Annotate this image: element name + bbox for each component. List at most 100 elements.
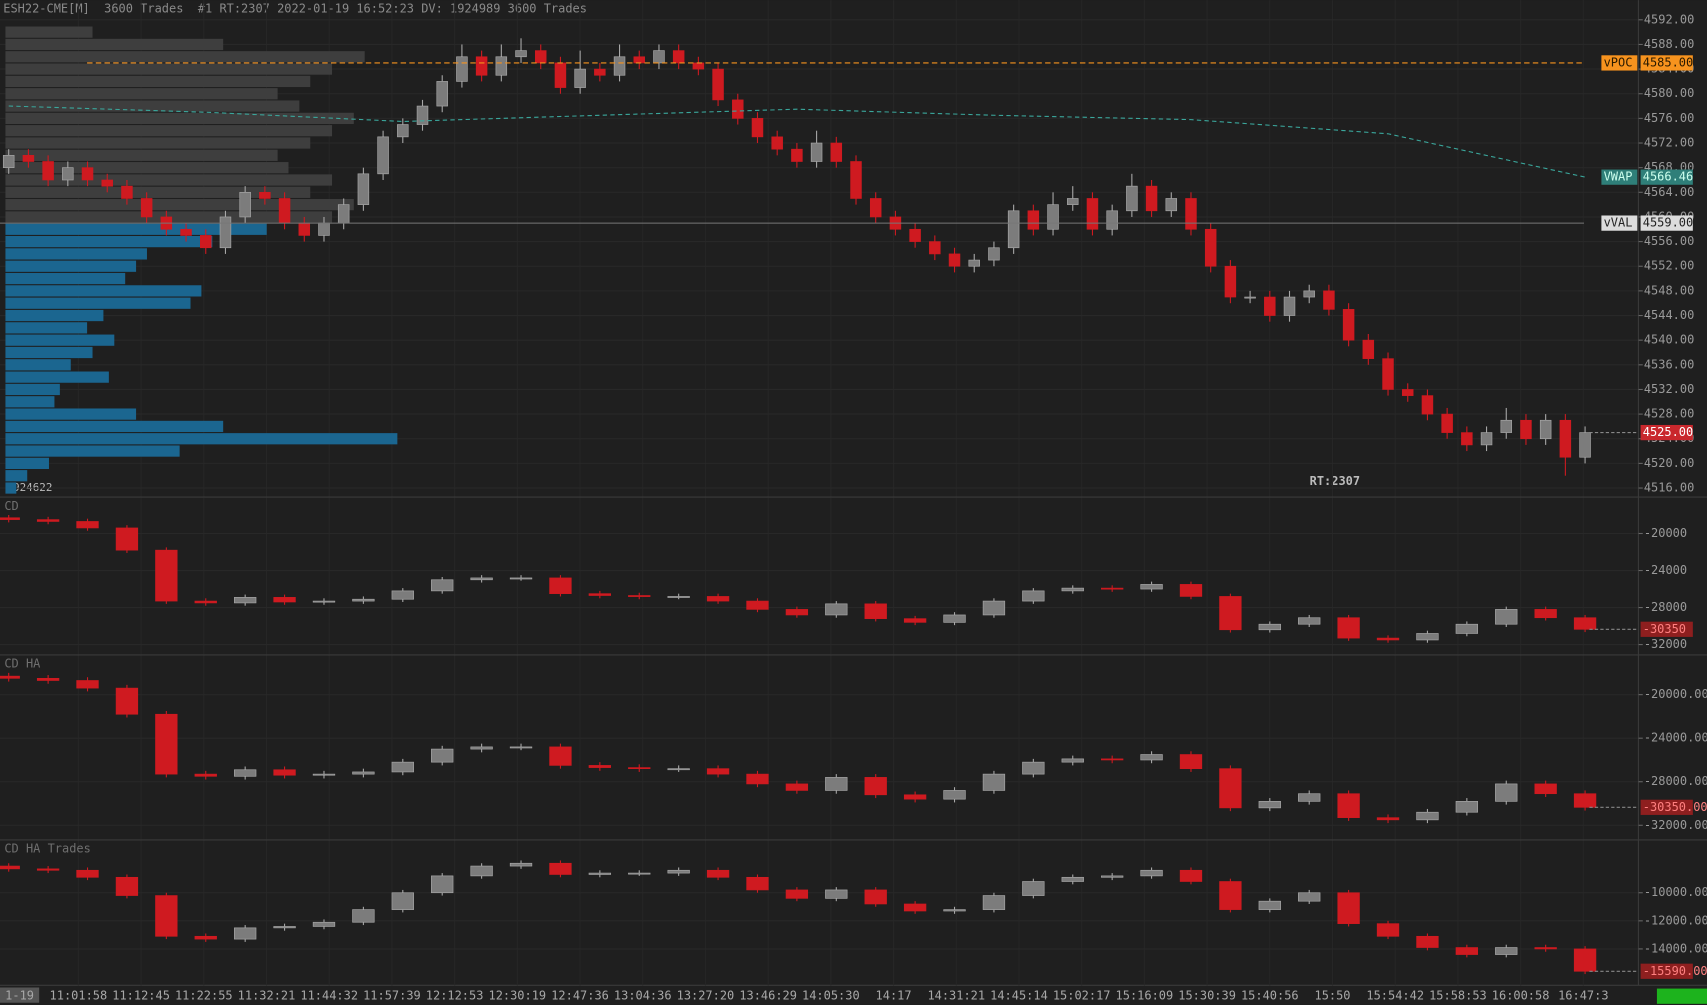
candle-body <box>1140 754 1163 761</box>
volume-profile-bar <box>5 272 126 285</box>
candle-body <box>771 136 783 150</box>
time-label: 15:16:09 <box>1116 989 1174 1003</box>
volume-profile-bar <box>5 470 28 482</box>
candle-body <box>1534 609 1557 619</box>
time-label: 15:30:39 <box>1178 989 1236 1003</box>
volume-profile-bar <box>5 383 60 396</box>
time-label: 11:01:58 <box>50 989 108 1003</box>
last-value-label: -30350 <box>1643 622 1686 636</box>
y-tick-label: 4564.00 <box>1644 185 1694 199</box>
candle-body <box>1126 185 1138 212</box>
candle-body <box>337 204 350 224</box>
candle-body <box>594 68 606 76</box>
candle-body <box>1100 875 1124 878</box>
candle-body <box>903 903 927 912</box>
candle-body <box>830 142 843 162</box>
candle-body <box>352 909 375 923</box>
candle-body <box>1204 228 1217 267</box>
y-tick-label: 4572.00 <box>1644 136 1694 150</box>
y-tick-label: 4536.00 <box>1644 357 1694 371</box>
candle-body <box>1342 309 1355 341</box>
candle-body <box>1337 793 1360 818</box>
rt-label: RT:2307 <box>1310 474 1360 488</box>
candle-body <box>1416 811 1439 821</box>
candle-body <box>318 222 330 236</box>
candle-body <box>1441 413 1453 433</box>
candle-body <box>588 872 612 875</box>
candle-body <box>312 600 336 603</box>
candle-body <box>155 713 178 775</box>
y-tick-label: -28000.00 <box>1644 774 1707 788</box>
candle-body <box>1145 185 1158 212</box>
time-label: 14:05:30 <box>802 989 860 1003</box>
candle-body <box>1219 596 1242 631</box>
candle-body <box>1219 768 1242 809</box>
date-box <box>0 987 40 1003</box>
candle-body <box>751 118 764 138</box>
candle-body <box>1047 204 1059 230</box>
candle-body <box>746 600 769 610</box>
candle-body <box>239 191 251 218</box>
candle-body <box>706 768 730 775</box>
profile-total: 1924622 <box>7 481 53 494</box>
candle-body <box>456 56 468 82</box>
volume-profile-bar <box>5 149 278 161</box>
candle-body <box>1495 947 1518 955</box>
candle-body <box>554 62 567 88</box>
last-value-label: 4525.00 <box>1643 425 1693 439</box>
candle-body <box>982 895 1006 910</box>
candle-body <box>588 765 612 768</box>
candle-body <box>1179 584 1203 597</box>
candle-body <box>312 921 336 927</box>
candle-body <box>534 50 547 64</box>
level-name: VWAP <box>1604 170 1633 184</box>
candle-body <box>1337 617 1360 639</box>
candle-body <box>850 161 862 199</box>
candle-body <box>1559 419 1572 458</box>
candle-body <box>36 677 60 681</box>
candle-body <box>1323 290 1335 310</box>
candle-body <box>1165 198 1178 212</box>
candle-body <box>1179 869 1203 882</box>
candle-body <box>692 62 705 70</box>
candle-body <box>140 198 153 218</box>
candle-body <box>1362 339 1375 359</box>
y-tick-label: 4544.00 <box>1644 308 1694 322</box>
candle-body <box>653 50 665 64</box>
candle-body <box>1455 801 1479 813</box>
header: ESH22-CME[M] 3600 Trades #1 RT:2307 2022… <box>3 1 587 15</box>
time-label: 14:45:14 <box>990 989 1048 1003</box>
candle-body <box>470 746 493 750</box>
candle-body <box>746 773 769 785</box>
time-label: 11:22:55 <box>175 989 233 1003</box>
y-tick-label: 4548.00 <box>1644 283 1694 297</box>
volume-profile-bar <box>5 38 224 51</box>
candle-body <box>391 590 414 600</box>
candle-body <box>194 773 217 777</box>
candle-body <box>1376 817 1400 821</box>
volume-profile-bar <box>5 125 333 137</box>
candle-body <box>1298 793 1321 802</box>
time-label: 12:30:19 <box>488 989 546 1003</box>
candle-body <box>785 609 809 616</box>
candle-body <box>2 155 15 168</box>
candle-body <box>1573 948 1597 972</box>
candle-body <box>273 926 296 929</box>
candle-body <box>1185 198 1197 230</box>
time-label: 15:40:56 <box>1241 989 1299 1003</box>
candle-body <box>1258 801 1281 809</box>
candle-body <box>869 198 882 218</box>
last-value-label: -30350.00 <box>1643 800 1707 814</box>
last-value-box <box>1640 963 1693 979</box>
candle-body <box>1455 947 1479 955</box>
volume-profile-bar <box>5 137 311 149</box>
y-tick-label: 4580.00 <box>1644 86 1694 100</box>
candle-body <box>982 773 1006 791</box>
candle-body <box>633 56 645 64</box>
candle-body <box>436 81 448 107</box>
candle-body <box>588 593 612 596</box>
candle-body <box>864 777 887 796</box>
candle-body <box>101 179 113 187</box>
candle-body <box>259 191 271 199</box>
